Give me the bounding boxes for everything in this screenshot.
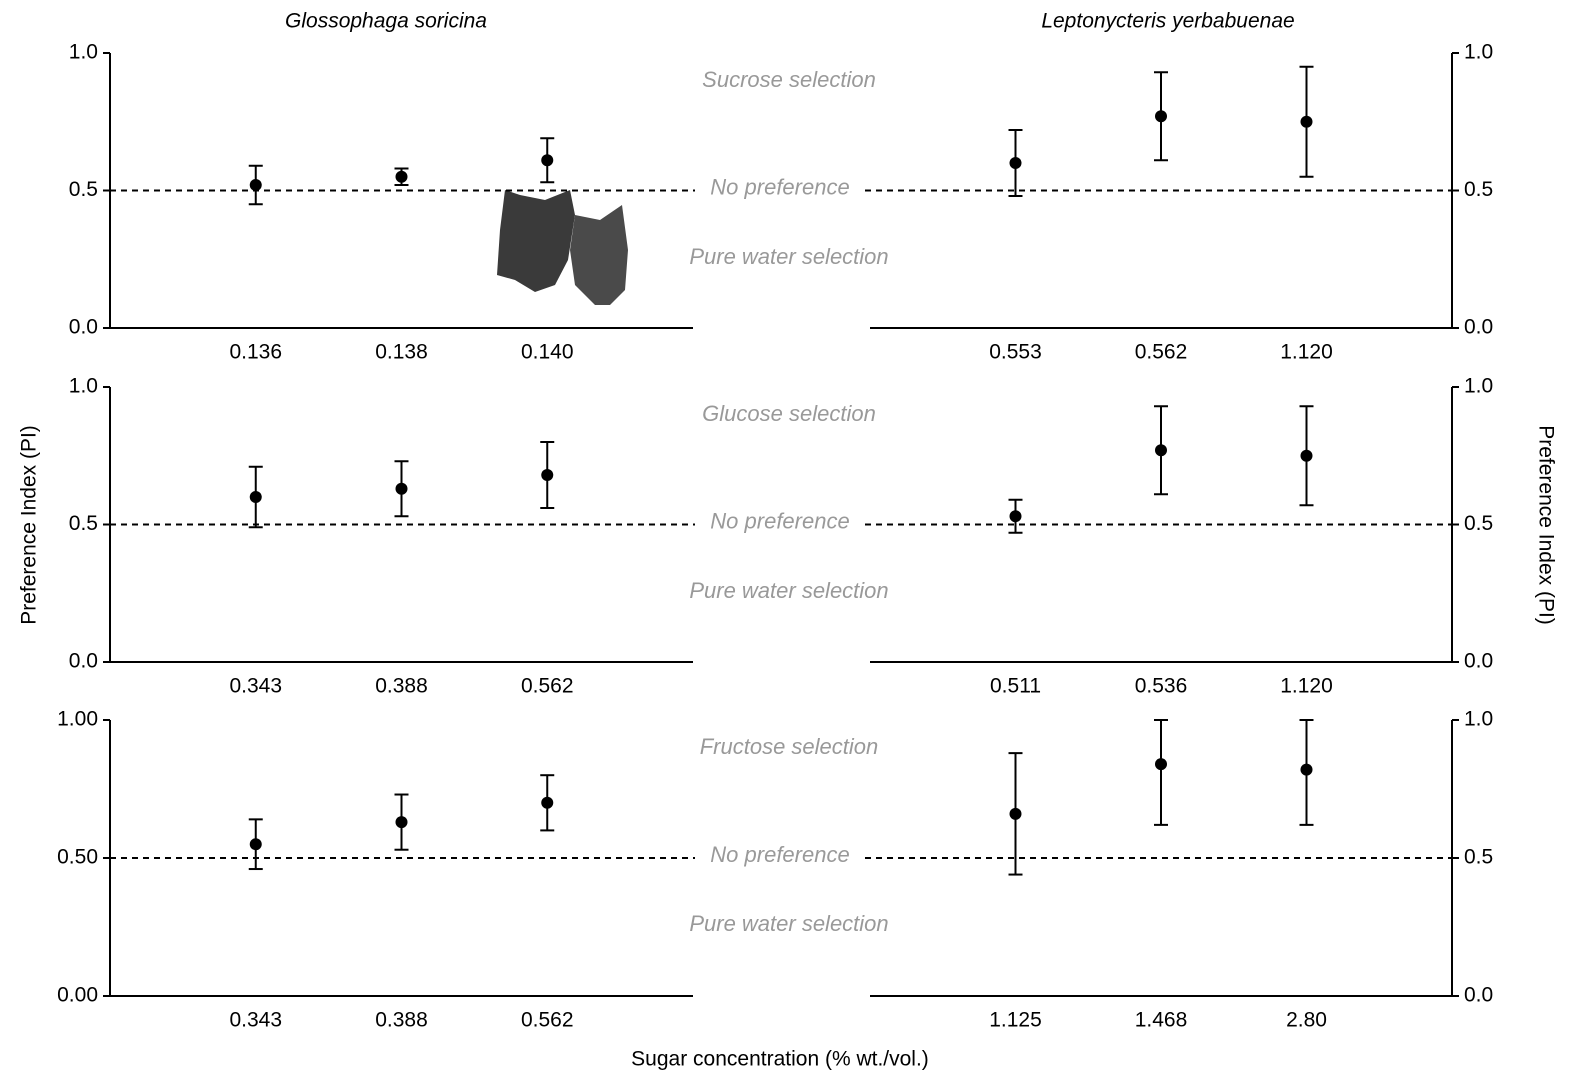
point xyxy=(250,491,262,503)
page: Preference Index (PI) Preference Index (… xyxy=(0,0,1574,1083)
annotation: Glucose selection xyxy=(702,401,876,426)
x-tick-label: 0.536 xyxy=(1135,675,1188,698)
annotation: Fructose selection xyxy=(700,734,879,759)
y-tick-label: 1.0 xyxy=(1464,375,1493,398)
panel-title: Glossophaga soricina xyxy=(285,10,487,33)
y-tick-label: 1.00 xyxy=(57,708,98,731)
point xyxy=(250,838,262,850)
point xyxy=(1155,758,1167,770)
panel-title: Leptonycteris yerbabuenae xyxy=(1041,10,1294,33)
y-tick-label: 0.0 xyxy=(69,650,98,673)
x-tick-label: 0.553 xyxy=(989,341,1042,364)
point xyxy=(396,483,408,495)
x-tick-label: 1.120 xyxy=(1280,675,1333,698)
x-tick-label: 0.343 xyxy=(229,1009,282,1032)
annotation: No preference xyxy=(710,174,849,199)
annotation: Pure water selection xyxy=(689,578,888,603)
figure: Preference Index (PI) Preference Index (… xyxy=(0,0,1574,1083)
annotation: Sucrose selection xyxy=(702,67,876,92)
annotation: Pure water selection xyxy=(689,244,888,269)
y-tick-label: 0.0 xyxy=(1464,984,1493,1007)
x-tick-label: 0.343 xyxy=(229,675,282,698)
point xyxy=(1010,157,1022,169)
y-tick-label: 0.5 xyxy=(1464,512,1493,535)
point xyxy=(1155,110,1167,122)
y-tick-label: 0.0 xyxy=(1464,650,1493,673)
x-tick-label: 1.125 xyxy=(989,1009,1042,1032)
y-tick-label: 1.0 xyxy=(1464,41,1493,64)
x-tick-label: 0.140 xyxy=(521,341,574,364)
y-tick-label: 0.5 xyxy=(69,512,98,535)
point xyxy=(1301,764,1313,776)
x-tick-label: 0.388 xyxy=(375,675,428,698)
y-tick-label: 1.0 xyxy=(69,375,98,398)
point xyxy=(250,179,262,191)
point xyxy=(1155,444,1167,456)
x-tick-label: 0.136 xyxy=(229,341,282,364)
point xyxy=(396,171,408,183)
x-tick-label: 1.120 xyxy=(1280,341,1333,364)
x-tick-label: 0.511 xyxy=(990,675,1041,698)
point xyxy=(541,469,553,481)
point xyxy=(1010,510,1022,522)
y-tick-label: 1.0 xyxy=(1464,708,1493,731)
y-tick-label: 0.5 xyxy=(1464,846,1493,869)
y-tick-label: 0.0 xyxy=(1464,316,1493,339)
y-tick-label: 1.0 xyxy=(69,41,98,64)
point xyxy=(1301,450,1313,462)
point xyxy=(396,816,408,828)
x-tick-label: 0.562 xyxy=(521,1009,574,1032)
y-axis-label-right: Preference Index (PI) xyxy=(1534,425,1557,625)
x-tick-label: 0.388 xyxy=(375,1009,428,1032)
y-tick-label: 0.00 xyxy=(57,984,98,1007)
point xyxy=(1301,116,1313,128)
x-tick-label: 0.562 xyxy=(1135,341,1188,364)
y-tick-label: 0.5 xyxy=(69,178,98,201)
annotation: No preference xyxy=(710,508,849,533)
point xyxy=(541,154,553,166)
y-tick-label: 0.50 xyxy=(57,846,98,869)
point xyxy=(541,797,553,809)
point xyxy=(1010,808,1022,820)
x-tick-label: 0.562 xyxy=(521,675,574,698)
y-tick-label: 0.0 xyxy=(69,316,98,339)
annotation: No preference xyxy=(710,842,849,867)
x-tick-label: 0.138 xyxy=(375,341,428,364)
x-axis-label: Sugar concentration (% wt./vol.) xyxy=(631,1048,929,1071)
annotation: Pure water selection xyxy=(689,911,888,936)
x-tick-label: 1.468 xyxy=(1135,1009,1188,1032)
x-tick-label: 2.80 xyxy=(1286,1009,1327,1032)
y-axis-label-left: Preference Index (PI) xyxy=(18,425,41,625)
y-tick-label: 0.5 xyxy=(1464,178,1493,201)
bat-illustration xyxy=(497,190,628,305)
